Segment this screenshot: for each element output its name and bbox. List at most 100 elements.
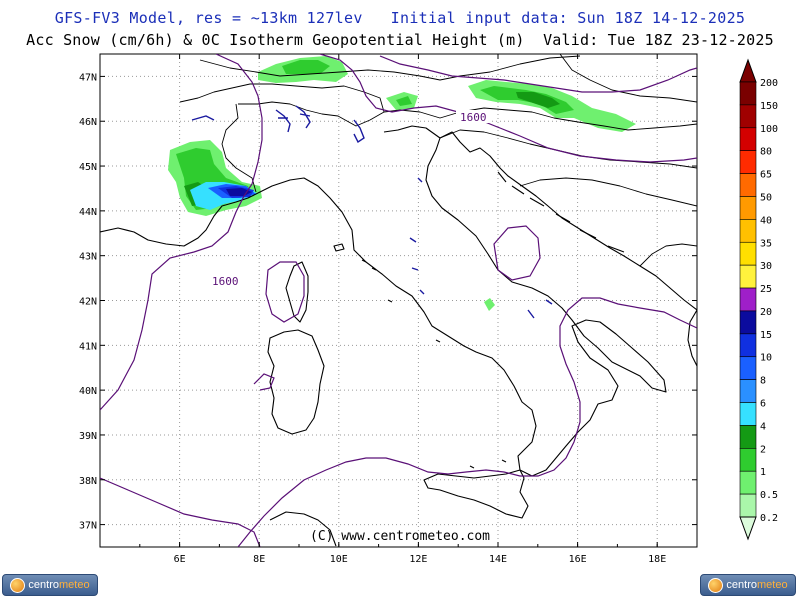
coast-albania — [687, 309, 697, 367]
coast-corsica — [285, 261, 309, 323]
legend-swatch — [739, 470, 757, 495]
lat-label: 46N — [79, 117, 97, 128]
legend-swatch — [739, 219, 757, 243]
lon-label: 10E — [330, 554, 348, 565]
border-switzerland — [179, 83, 385, 127]
legend-label: 80 — [760, 147, 772, 158]
lat-label: 37N — [79, 521, 97, 532]
legend-swatch — [739, 333, 757, 358]
legend-label: 40 — [760, 215, 772, 226]
lat-label: 42N — [79, 297, 97, 308]
border-montenegro — [639, 243, 697, 267]
snow-color-legend: 200 150 100 80 65 50 40 35 30 25 20 15 10 8 6 4 2 1 0.5 0.2 — [739, 58, 778, 541]
legend-arrow-bottom — [739, 516, 757, 541]
legend-swatch — [739, 493, 757, 518]
coast-france — [100, 192, 259, 247]
lake-garda — [353, 119, 365, 144]
coast-croatia — [439, 131, 697, 311]
border-germany-north — [559, 54, 697, 103]
model-title: GFS-FV3 Model, res = ~13km 127lev Initia… — [54, 9, 746, 27]
lake-como — [295, 105, 311, 129]
legend-swatch — [739, 150, 757, 174]
lon-label: 6E — [174, 554, 186, 565]
legend-label: 2 — [760, 444, 766, 455]
copyright-text: (C) www.centrometeo.com — [310, 529, 490, 544]
legend-label: 20 — [760, 307, 772, 318]
contour-corsica-loop — [265, 261, 305, 323]
legend-label: 65 — [760, 170, 772, 181]
contour-north-upper — [379, 55, 697, 93]
legend-swatch — [739, 104, 757, 129]
legend-swatch — [739, 127, 757, 151]
contour-sardinia-hook — [253, 373, 275, 391]
lat-label: 41N — [79, 341, 97, 352]
lat-label: 43N — [79, 252, 97, 263]
legend-swatch — [739, 264, 757, 289]
lake-geneva — [191, 115, 215, 121]
legend-label: 200 — [760, 78, 778, 89]
legend-label: 4 — [760, 421, 766, 432]
snow-core-alps-central — [282, 60, 330, 74]
legend-swatch — [739, 81, 757, 106]
lat-label: 38N — [79, 476, 97, 487]
legend-label: 8 — [760, 376, 766, 387]
legend-swatch — [739, 425, 757, 449]
legend-label: 6 — [760, 399, 766, 410]
legend-label: 35 — [760, 238, 772, 249]
border-germany — [199, 55, 581, 81]
snow-peak-east — [516, 92, 560, 108]
lat-label: 44N — [79, 207, 97, 218]
legend-swatch — [739, 310, 757, 335]
axis-labels: 37N 38N 39N 40N 41N 42N 43N 44N 45N 46N 47N 6E 8E 10E… — [79, 54, 698, 565]
contour-adriatic-loop — [493, 225, 541, 281]
contour-west — [100, 54, 263, 411]
lakes-central — [409, 177, 553, 319]
legend-swatch — [739, 356, 757, 380]
coastlines — [100, 125, 697, 547]
snow-core-alps-small — [396, 96, 412, 106]
legend-label: 30 — [760, 261, 772, 272]
contour-label-north: 1600 — [460, 111, 487, 124]
lon-label: 18E — [648, 554, 666, 565]
lat-label: 40N — [79, 386, 97, 397]
contour-label-bg — [456, 110, 490, 123]
snow-accumulation-shading — [168, 56, 636, 311]
border-bosnia — [519, 177, 697, 207]
lon-label: 14E — [489, 554, 507, 565]
legend-label: 15 — [760, 330, 772, 341]
border-austria — [383, 107, 697, 131]
legend-label: 1 — [760, 467, 766, 478]
legend-label: 150 — [760, 101, 778, 112]
centrometeo-logo-right[interactable]: centrometeo — [700, 574, 796, 596]
legend-label: 100 — [760, 124, 778, 135]
contour-label-west: 1600 — [212, 275, 239, 288]
coast-adriatic-islands — [497, 171, 625, 253]
lat-label: 45N — [79, 162, 97, 173]
snow-area-apennines — [484, 298, 495, 311]
coast-sardinia — [267, 329, 325, 435]
contour-south — [237, 297, 697, 547]
field-title: Acc Snow (cm/6h) & 0C Isotherm Geopotent… — [26, 31, 774, 49]
border-france-italy — [221, 103, 257, 193]
legend-label: 25 — [760, 284, 772, 295]
centrometeo-logo-left[interactable]: centrometeo — [2, 574, 98, 596]
lat-label: 39N — [79, 431, 97, 442]
coast-elba — [333, 243, 345, 252]
contour-label-bg — [208, 274, 242, 287]
contour-southwest — [100, 477, 261, 547]
lon-label: 12E — [409, 554, 427, 565]
map-frame — [99, 53, 698, 548]
lake-maggiore — [275, 109, 291, 133]
lat-label: 47N — [79, 72, 97, 83]
legend-swatch — [739, 196, 757, 220]
legend-label: 50 — [760, 192, 772, 203]
coast-small-islands — [361, 259, 507, 469]
legend-arrow-top — [739, 58, 757, 83]
legend-label: 10 — [760, 353, 772, 364]
legend-swatch — [739, 173, 757, 197]
globe-icon — [10, 577, 26, 593]
legend-swatch — [739, 448, 757, 472]
legend-label: 0.2 — [760, 513, 778, 524]
legend-swatch — [739, 402, 757, 426]
lon-label: 16E — [569, 554, 587, 565]
